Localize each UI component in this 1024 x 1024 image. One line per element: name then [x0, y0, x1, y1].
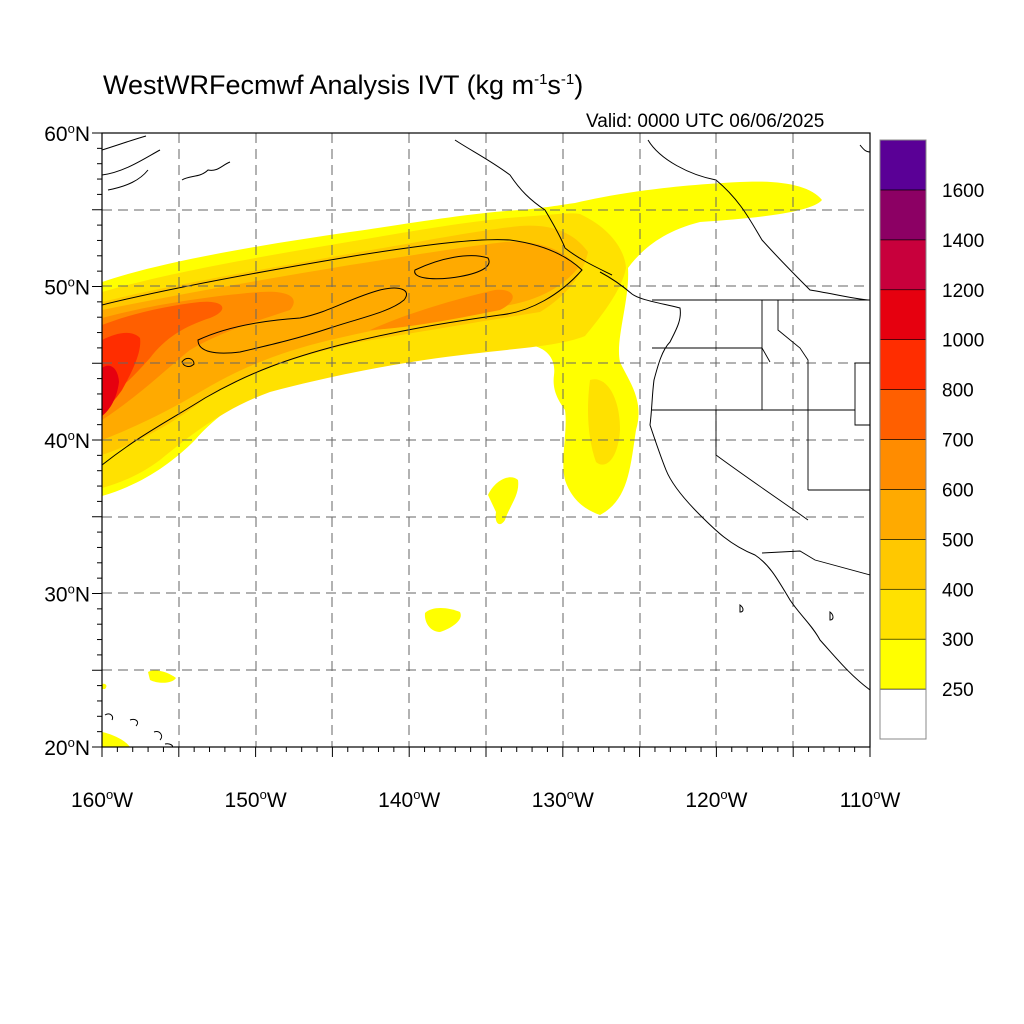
colorbar-label: 1000 — [942, 331, 984, 352]
lon-label: 120oW — [685, 787, 747, 812]
colorbar-swatch — [879, 189, 927, 241]
colorbar-label: 1600 — [942, 181, 984, 202]
ivt-contour-700 — [102, 301, 223, 402]
ivt-contour-500 — [102, 241, 578, 440]
lat-label: 50oN — [44, 275, 90, 300]
colorbar-swatch — [879, 139, 927, 191]
ivt-contour-600-blob — [370, 289, 513, 330]
lon-label: 130oW — [532, 787, 594, 812]
ivt-contour-300-blob — [588, 379, 620, 465]
colorbar-label: 700 — [942, 431, 974, 452]
map-title: WestWRFecmwf Analysis IVT (kg m-1s-1) — [103, 70, 584, 100]
colorbar-label: 250 — [942, 680, 974, 701]
latitude-labels: 60oN 50oN 40oN 30oN 20oN — [44, 121, 90, 760]
lon-label: 160oW — [71, 787, 133, 812]
colorbar-swatch — [879, 638, 927, 690]
colorbar-label: 1200 — [942, 281, 984, 302]
ivt-contour-1000 — [102, 365, 119, 416]
ivt-shading — [102, 133, 870, 747]
ivt-contour-250-blob — [424, 608, 461, 632]
lon-label: 110oW — [840, 787, 901, 812]
colorbar-swatch — [879, 588, 927, 640]
colorbar-swatch — [879, 289, 927, 340]
coastlines — [102, 135, 870, 747]
colorbar-swatch — [879, 389, 927, 440]
lat-label: 30oN — [44, 582, 90, 607]
ivt-contour-lines — [102, 239, 583, 466]
colorbar-swatch — [879, 688, 927, 740]
ivt-contour-250-blob — [488, 477, 519, 525]
colorbar-label: 400 — [942, 580, 974, 601]
lat-label: 40oN — [44, 428, 90, 453]
axis-ticks — [92, 132, 871, 757]
colorbar-label: 500 — [942, 530, 974, 551]
colorbar-label: 1400 — [942, 231, 984, 252]
colorbar: 250 300 400 500 600 700 800 1000 1200 1400 1600 — [879, 139, 984, 740]
valid-time-label: Valid: 0000 UTC 06/06/2025 — [586, 111, 825, 132]
colorbar-label: 600 — [942, 480, 974, 501]
colorbar-frame — [879, 139, 927, 740]
ivt-contour-250-blob — [102, 683, 107, 689]
ivt-contour-250-blob — [102, 732, 130, 747]
colorbar-swatch — [879, 489, 927, 540]
colorbar-label: 800 — [942, 381, 974, 402]
political-borders — [652, 299, 870, 576]
colorbar-swatch — [879, 339, 927, 390]
lon-label: 150oW — [225, 787, 287, 812]
lon-label: 140oW — [378, 787, 440, 812]
lat-label: 60oN — [44, 121, 90, 146]
colorbar-label: 300 — [942, 630, 974, 651]
longitude-labels: 160oW 150oW 140oW 130oW 120oW 110oW — [71, 787, 901, 812]
colorbar-swatch — [879, 539, 927, 590]
ivt-contour-250-blob — [148, 670, 176, 683]
colorbar-swatch — [879, 239, 927, 291]
colorbar-swatch — [879, 439, 927, 490]
lat-label: 20oN — [44, 735, 90, 760]
